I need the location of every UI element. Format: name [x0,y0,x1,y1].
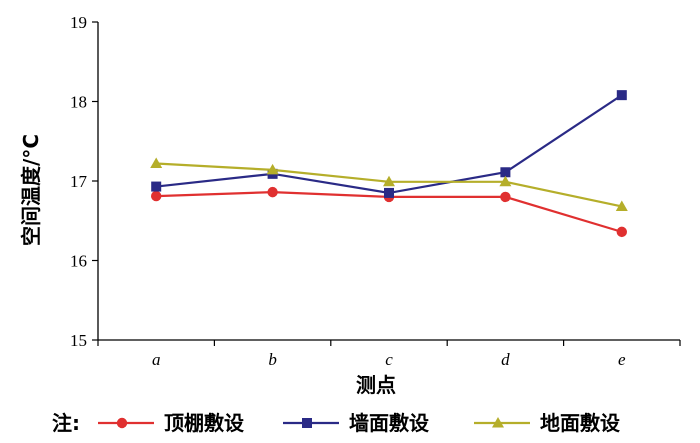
y-tick-label: 17 [70,172,88,191]
data-point [500,191,511,203]
y-tick-label: 18 [70,93,87,112]
data-point [616,226,627,238]
y-tick-label: 16 [70,252,87,271]
x-tick-label: a [152,350,161,369]
data-point [266,163,279,175]
legend-marker [302,418,312,428]
data-point [151,181,162,192]
chart-legend: 注: 顶棚敷设 墙面敷设 地面敷设 [52,411,620,435]
x-tick-label: e [618,350,626,369]
x-axis-title: 测点 [356,373,396,397]
y-tick-label: 19 [70,13,87,32]
x-tick-label: b [268,350,277,369]
chart-ticks: 15 16 17 18 19 a b c d e [70,13,681,369]
data-point [267,186,278,198]
x-tick-label: d [501,350,510,369]
legend-label: 地面敷设 [540,411,620,435]
y-axis-title: 空间温度/°C [19,134,43,246]
data-point [150,157,163,169]
legend-marker [116,417,128,429]
data-point [616,90,627,101]
data-point [499,175,512,187]
y-tick-label: 15 [70,331,87,350]
legend-marker [492,417,504,428]
series-3 [150,157,628,211]
data-point [151,190,162,202]
data-point [615,200,628,211]
chart-series [150,90,628,238]
data-point [500,167,511,178]
x-tick-label: c [385,350,393,369]
legend-label: 顶棚敷设 [164,411,244,435]
legend-item-2: 墙面敷设 [283,411,429,435]
legend-item-1: 顶棚敷设 [98,411,244,435]
legend-note: 注: [52,411,80,435]
legend-label: 墙面敷设 [349,411,429,435]
data-point [383,175,395,187]
legend-item-3: 地面敷设 [474,411,620,435]
data-point [384,187,394,198]
